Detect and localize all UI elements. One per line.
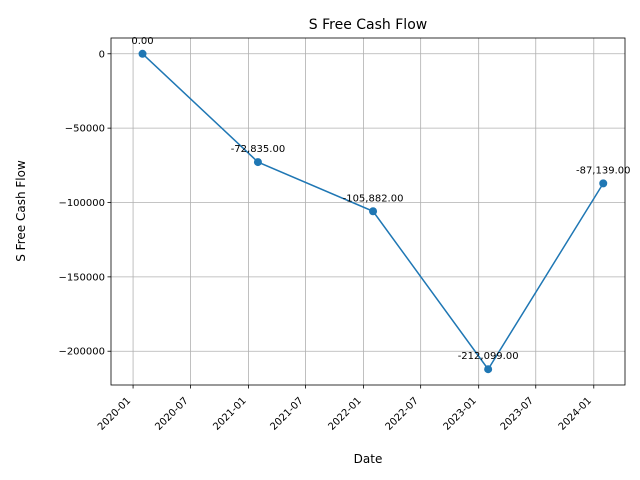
data-point <box>599 179 608 188</box>
data-point <box>369 207 378 216</box>
data-point <box>484 365 493 374</box>
data-point <box>253 158 262 167</box>
y-tick-label: −50000 <box>65 124 105 135</box>
data-label: -72,835.00 <box>231 144 286 155</box>
series <box>138 49 608 374</box>
axes <box>110 37 626 386</box>
x-tick-label: 2020-07 <box>153 395 190 432</box>
x-tick-label: 2022-01 <box>326 395 363 432</box>
y-tick-label: −150000 <box>58 272 105 283</box>
data-label: 0.00 <box>131 36 153 47</box>
data-label: -87,139.00 <box>576 165 631 176</box>
y-tick-label: 0 <box>99 49 105 60</box>
y-tick-label: −100000 <box>58 198 105 209</box>
x-tick-label: 2024-01 <box>557 395 594 432</box>
plot-frame <box>110 37 626 386</box>
data-label: -105,882.00 <box>343 193 404 204</box>
x-tick-label: 2020-01 <box>96 395 133 432</box>
grid <box>111 38 625 385</box>
y-axis-label: S Free Cash Flow <box>14 160 28 262</box>
data-label: -212,099.00 <box>458 351 519 362</box>
data-labels: 0.00 -72,835.00 -105,882.00 -212,099.00 -87,… <box>131 36 630 362</box>
x-tick-label: 2023-01 <box>442 395 479 432</box>
chart-title: S Free Cash Flow <box>309 17 427 33</box>
data-point <box>138 49 147 58</box>
y-tick-label: −200000 <box>58 347 105 358</box>
x-axis-label: Date <box>354 452 383 466</box>
x-tick-label: 2023-07 <box>499 395 536 432</box>
x-tick-label: 2021-01 <box>211 395 248 432</box>
x-tick-label: 2021-07 <box>268 395 305 432</box>
ticks: 2020-01 2020-07 2021-01 2021-07 2022-01 2022-… <box>58 49 595 433</box>
x-tick-label: 2022-07 <box>384 395 421 432</box>
